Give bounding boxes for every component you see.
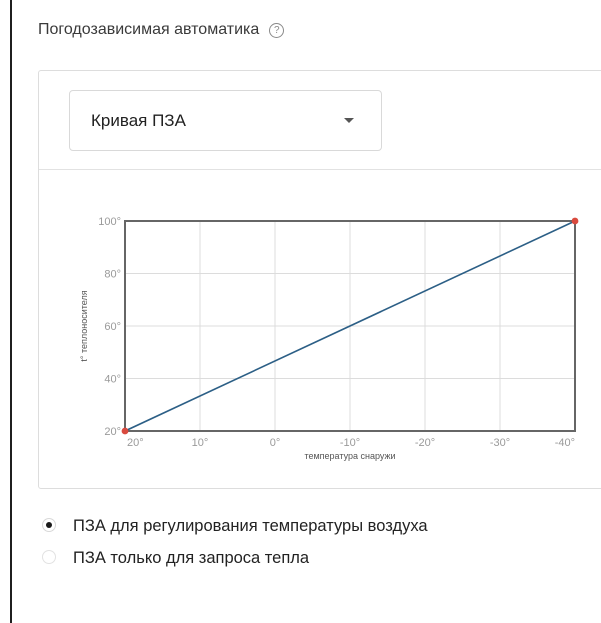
- y-tick-label: 40°: [104, 374, 121, 386]
- plot-area-border: [124, 220, 576, 432]
- x-tick-label: 0°: [270, 437, 281, 449]
- mode-option-label: ПЗА только для запроса тепла: [73, 549, 310, 567]
- y-tick-label: 80°: [104, 269, 121, 281]
- mode-option-air-temp[interactable]: ПЗА для регулирования температуры воздух…: [42, 516, 601, 537]
- y-tick-label: 20°: [104, 426, 121, 438]
- panel-frame: Погодозависимая автоматика ? Кривая ПЗА …: [10, 0, 601, 623]
- caret-down-icon: [344, 118, 354, 123]
- x-tick-label: -10°: [340, 437, 360, 449]
- mode-option-heat-request[interactable]: ПЗА только для запроса тепла: [42, 548, 601, 569]
- question-circle-icon[interactable]: ?: [269, 22, 285, 38]
- mode-options: ПЗА для регулирования температуры воздух…: [42, 516, 601, 569]
- x-tick-label: 10°: [192, 437, 209, 449]
- x-tick-label: -40°: [555, 437, 575, 449]
- section-title: Погодозависимая автоматика: [38, 21, 260, 38]
- curve-endpoint-point: [571, 217, 579, 225]
- curve-chart: 20° 40° 60° 80° 100° 20° 10° 0° -10° -20° -30° -40°…: [79, 216, 579, 461]
- x-tick-label: 20°: [127, 437, 144, 449]
- radio-button-unselected[interactable]: [42, 550, 56, 564]
- mode-option-label: ПЗА для регулирования температуры воздух…: [73, 517, 428, 535]
- x-tick-label: -30°: [490, 437, 510, 449]
- x-tick-label: -20°: [415, 437, 435, 449]
- curve-select-value: Кривая ПЗА: [91, 110, 186, 130]
- curve-endpoint-point: [121, 427, 129, 435]
- y-tick-label: 60°: [104, 321, 121, 333]
- series-line: [124, 220, 576, 432]
- curve-card: Кривая ПЗА 20° 40° 60° 80° 100° 20° 10° 0° -10° -…: [38, 70, 601, 489]
- y-axis-label: t° теплоносителя: [79, 290, 89, 361]
- x-axis-label: температура снаружи: [304, 451, 395, 461]
- y-tick-label: 100°: [98, 216, 121, 228]
- radio-button-selected[interactable]: [42, 518, 56, 532]
- card-divider: [39, 169, 601, 170]
- section-header: Погодозависимая автоматика ?: [38, 21, 285, 39]
- curve-select[interactable]: Кривая ПЗА: [69, 90, 382, 151]
